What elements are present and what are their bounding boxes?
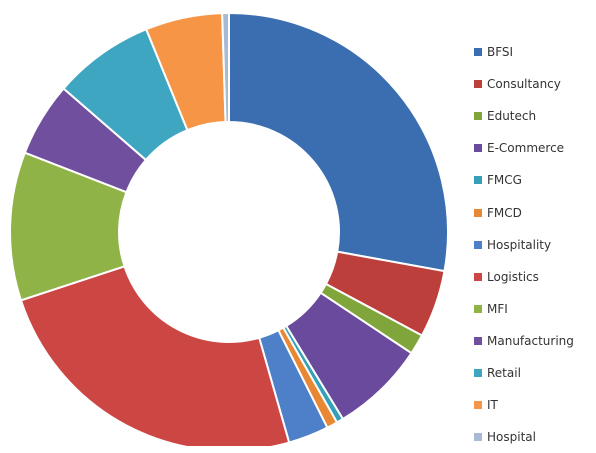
- legend-item-fmcd: FMCD: [474, 196, 574, 228]
- legend-swatch: [474, 144, 482, 153]
- slice-logistics: [19, 265, 291, 446]
- legend-item-hospitality: Hospitality: [474, 229, 574, 261]
- legend-swatch: [474, 208, 482, 217]
- legend-item-hospital: Hospital: [474, 421, 574, 453]
- legend-label: FMCG: [487, 173, 522, 188]
- legend-label: FMCD: [487, 205, 522, 220]
- legend-item-manufacturing: Manufacturing: [474, 325, 574, 357]
- legend-item-retail: Retail: [474, 357, 574, 389]
- legend-label: IT: [487, 398, 498, 413]
- legend-swatch: [474, 80, 482, 89]
- slice-hospital: [221, 11, 230, 124]
- legend-item-bfsi: BFSI: [474, 36, 574, 68]
- chart-legend: BFSI Consultancy Edutech E-Commerce FMCG FMCD…: [474, 36, 574, 453]
- legend-label: Retail: [487, 365, 521, 380]
- legend-label: E-Commerce: [487, 141, 565, 156]
- legend-label: Hospitality: [487, 237, 552, 252]
- legend-item-fmcg: FMCG: [474, 164, 574, 196]
- legend-swatch: [474, 368, 482, 377]
- legend-swatch: [474, 401, 482, 410]
- legend-swatch: [474, 433, 482, 442]
- legend-swatch: [474, 272, 482, 281]
- donut-chart: [9, 11, 449, 446]
- legend-item-consultancy: Consultancy: [474, 68, 574, 100]
- legend-label: BFSI: [487, 45, 514, 60]
- legend-item-edutech: Edutech: [474, 100, 574, 132]
- legend-item-mfi: MFI: [474, 293, 574, 325]
- legend-label: MFI: [487, 301, 508, 316]
- legend-swatch: [474, 176, 482, 185]
- legend-label: Manufacturing: [487, 333, 574, 348]
- legend-swatch: [474, 112, 482, 121]
- slice-bfsi: [228, 11, 449, 273]
- legend-item-e-commerce: E-Commerce: [474, 132, 574, 164]
- legend-swatch: [474, 48, 482, 57]
- legend-label: Hospital: [487, 430, 536, 445]
- legend-label: Consultancy: [487, 77, 561, 92]
- legend-swatch: [474, 304, 482, 313]
- legend-swatch: [474, 336, 482, 345]
- legend-item-it: IT: [474, 389, 574, 421]
- legend-label: Logistics: [487, 269, 539, 284]
- legend-item-logistics: Logistics: [474, 261, 574, 293]
- legend-label: Edutech: [487, 109, 537, 124]
- legend-swatch: [474, 240, 482, 249]
